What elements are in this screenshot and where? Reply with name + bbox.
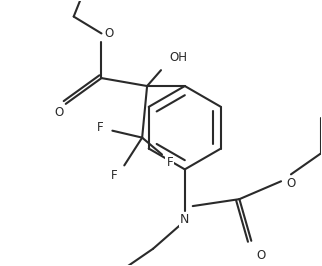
- Text: O: O: [256, 249, 266, 262]
- Text: OH: OH: [169, 51, 187, 64]
- Text: O: O: [54, 106, 64, 119]
- Text: F: F: [97, 121, 104, 134]
- Text: F: F: [111, 169, 118, 182]
- Text: O: O: [104, 27, 114, 40]
- Text: N: N: [180, 213, 190, 226]
- Text: O: O: [286, 177, 295, 190]
- Text: F: F: [166, 156, 173, 169]
